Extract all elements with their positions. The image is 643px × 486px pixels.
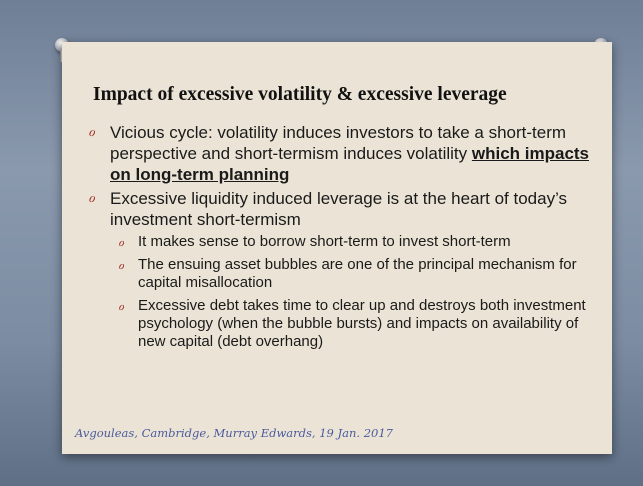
slide-title: Impact of excessive volatility & excessi… <box>93 84 507 106</box>
bullet-marker: ℴ <box>118 233 124 251</box>
bullet-marker: ℴ <box>118 256 124 274</box>
footer: Avgouleas, Cambridge, Murray Edwards, 19… <box>75 426 393 440</box>
sub-bullet-text: The ensuing asset bubbles are one of the… <box>138 256 577 291</box>
sub-bullet-list: ℴ It makes sense to borrow short-term to … <box>118 233 588 351</box>
slide-background: Impact of excessive volatility & excessi… <box>0 0 643 486</box>
bullet-marker: ℴ <box>118 297 124 315</box>
bullet: ℴ Excessive liquidity induced leverage is… <box>88 188 603 351</box>
sub-bullet-text: It makes sense to borrow short-term to i… <box>138 233 511 250</box>
sub-bullet: ℴ It makes sense to borrow short-term to … <box>118 233 588 251</box>
slide-card: Impact of excessive volatility & excessi… <box>62 42 612 454</box>
bullet-marker: ℴ <box>88 122 95 143</box>
bullet-marker: ℴ <box>88 188 95 209</box>
sub-bullet-text: Excessive debt takes time to clear up an… <box>138 297 586 350</box>
sub-bullet: ℴ The ensuing asset bubbles are one of th… <box>118 256 588 292</box>
sub-bullet: ℴ Excessive debt takes time to clear up a… <box>118 297 588 351</box>
bullet-text: Excessive liquidity induced leverage is … <box>110 189 567 229</box>
